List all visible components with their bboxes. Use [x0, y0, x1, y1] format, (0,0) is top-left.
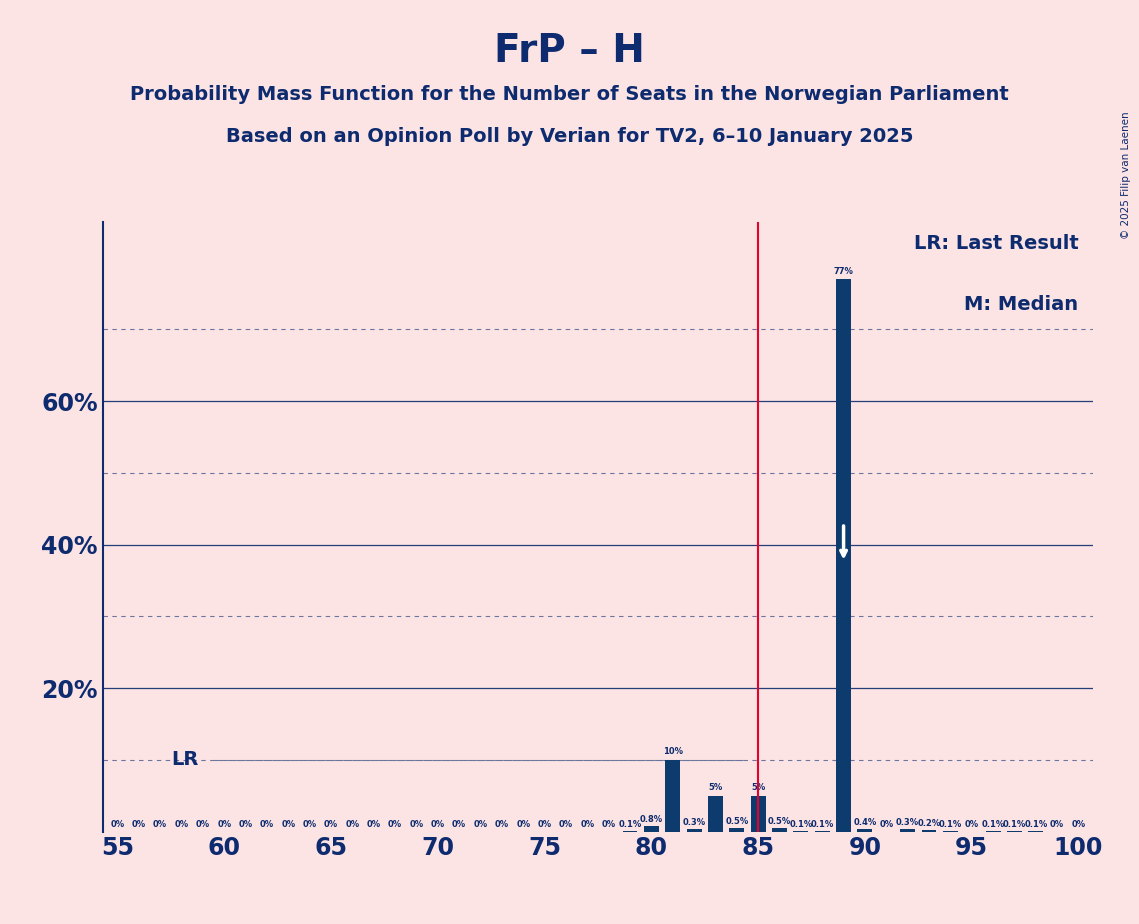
Text: 0.2%: 0.2% — [917, 819, 941, 828]
Text: 0%: 0% — [559, 821, 573, 830]
Text: 0%: 0% — [1050, 821, 1064, 830]
Text: © 2025 Filip van Laenen: © 2025 Filip van Laenen — [1121, 111, 1131, 238]
Text: 0.3%: 0.3% — [682, 819, 706, 827]
Bar — [729, 828, 744, 832]
Text: 0%: 0% — [260, 821, 274, 830]
Text: 10%: 10% — [663, 748, 682, 756]
Text: 0%: 0% — [174, 821, 189, 830]
Text: 0%: 0% — [516, 821, 531, 830]
Text: 0%: 0% — [1072, 821, 1085, 830]
Text: 0%: 0% — [238, 821, 253, 830]
Text: 5%: 5% — [708, 784, 722, 792]
Text: LR: LR — [171, 750, 198, 770]
Text: 5%: 5% — [751, 784, 765, 792]
Text: M: Median: M: Median — [965, 295, 1079, 314]
Text: 0%: 0% — [965, 821, 978, 830]
Text: 0%: 0% — [345, 821, 360, 830]
Text: 0.1%: 0.1% — [1024, 820, 1048, 829]
Text: 0%: 0% — [601, 821, 616, 830]
Bar — [708, 796, 723, 832]
Text: Based on an Opinion Poll by Verian for TV2, 6–10 January 2025: Based on an Opinion Poll by Verian for T… — [226, 127, 913, 146]
Text: 0%: 0% — [367, 821, 380, 830]
Text: 0%: 0% — [196, 821, 210, 830]
Text: 0.1%: 0.1% — [789, 820, 812, 829]
Text: 0%: 0% — [388, 821, 402, 830]
Text: LR: Last Result: LR: Last Result — [913, 234, 1079, 253]
Bar — [836, 279, 851, 832]
Bar — [751, 796, 765, 832]
Text: 0.1%: 0.1% — [982, 820, 1005, 829]
Text: 0%: 0% — [110, 821, 124, 830]
Text: 0%: 0% — [879, 821, 893, 830]
Bar — [644, 826, 658, 832]
Text: 0%: 0% — [303, 821, 317, 830]
Bar — [900, 830, 915, 832]
Text: 77%: 77% — [834, 266, 853, 275]
Bar — [921, 830, 936, 832]
Text: 0%: 0% — [132, 821, 146, 830]
Text: 0%: 0% — [452, 821, 466, 830]
Text: 0.1%: 0.1% — [811, 820, 834, 829]
Text: 0%: 0% — [218, 821, 231, 830]
Text: 0.3%: 0.3% — [896, 819, 919, 827]
Bar — [687, 830, 702, 832]
Bar — [858, 829, 872, 832]
Text: 0%: 0% — [538, 821, 551, 830]
Text: 0.1%: 0.1% — [618, 820, 641, 829]
Text: FrP – H: FrP – H — [494, 32, 645, 70]
Text: 0%: 0% — [323, 821, 338, 830]
Text: 0%: 0% — [409, 821, 424, 830]
Text: 0.1%: 0.1% — [939, 820, 962, 829]
Text: 0.5%: 0.5% — [726, 817, 748, 826]
Text: 0%: 0% — [580, 821, 595, 830]
Text: 0%: 0% — [153, 821, 167, 830]
Text: 0%: 0% — [474, 821, 487, 830]
Bar — [772, 828, 787, 832]
Text: 0%: 0% — [281, 821, 295, 830]
Text: 0.5%: 0.5% — [768, 817, 792, 826]
Text: Probability Mass Function for the Number of Seats in the Norwegian Parliament: Probability Mass Function for the Number… — [130, 85, 1009, 104]
Text: 0.8%: 0.8% — [640, 815, 663, 823]
Text: 0.4%: 0.4% — [853, 818, 877, 827]
Text: 0%: 0% — [431, 821, 445, 830]
Text: 0%: 0% — [494, 821, 509, 830]
Text: 0.1%: 0.1% — [1002, 820, 1026, 829]
Bar — [665, 760, 680, 832]
